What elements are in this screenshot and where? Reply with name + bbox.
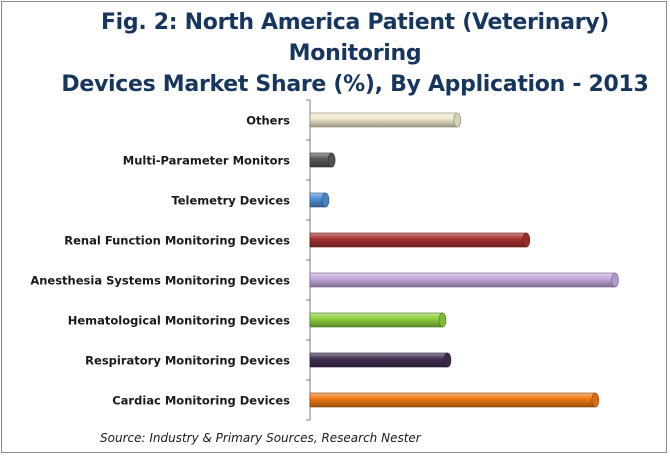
- bar-others: [309, 112, 462, 128]
- bar-hematological-monitoring-devices: [309, 312, 447, 328]
- bar-end-cap: [522, 232, 531, 248]
- chart-title-line-2: Devices Market Share (%), By Application…: [61, 72, 649, 97]
- category-label: Others: [246, 114, 290, 128]
- category-label: Cardiac Monitoring Devices: [112, 394, 290, 408]
- bar-body: [309, 232, 527, 248]
- category-labels: Others Multi-Parameter Monitors Telemetry …: [30, 114, 290, 408]
- bar-body: [309, 352, 448, 368]
- bar-cardiac-monitoring-devices: [309, 392, 600, 408]
- category-label: Respiratory Monitoring Devices: [85, 354, 290, 368]
- bar-end-cap: [327, 152, 336, 168]
- bar-body: [309, 392, 596, 408]
- category-label: Telemetry Devices: [171, 194, 290, 208]
- bar-end-cap: [591, 392, 600, 408]
- bar-end-cap: [438, 312, 447, 328]
- bar-end-cap: [611, 272, 619, 288]
- bar-body: [309, 312, 443, 328]
- bar-body: [309, 112, 458, 128]
- bar-end-cap: [321, 192, 330, 208]
- bar-telemetry-devices: [309, 192, 330, 208]
- category-label: Hematological Monitoring Devices: [68, 314, 290, 328]
- category-label: Renal Function Monitoring Devices: [64, 234, 290, 248]
- bar-series: [309, 112, 619, 408]
- bar-end-cap: [453, 112, 462, 128]
- bar-end-cap: [443, 352, 452, 368]
- chart-title-line-1: Fig. 2: North America Patient (Veterinar…: [100, 10, 610, 66]
- category-label: Anesthesia Systems Monitoring Devices: [30, 274, 290, 288]
- axis-ticks: [306, 99, 310, 421]
- bar-anesthesia-systems-monitoring-devices: [309, 272, 619, 288]
- category-label: Multi-Parameter Monitors: [123, 154, 290, 168]
- bar-respiratory-monitoring-devices: [309, 352, 452, 368]
- chart-source-note: Source: Industry & Primary Sources, Rese…: [100, 431, 421, 445]
- bar-multi-parameter-monitors: [309, 152, 336, 168]
- bar-renal-function-monitoring-devices: [309, 232, 531, 248]
- bar-body: [309, 272, 616, 288]
- chart-title: Fig. 2: North America Patient (Veterinar…: [40, 7, 670, 100]
